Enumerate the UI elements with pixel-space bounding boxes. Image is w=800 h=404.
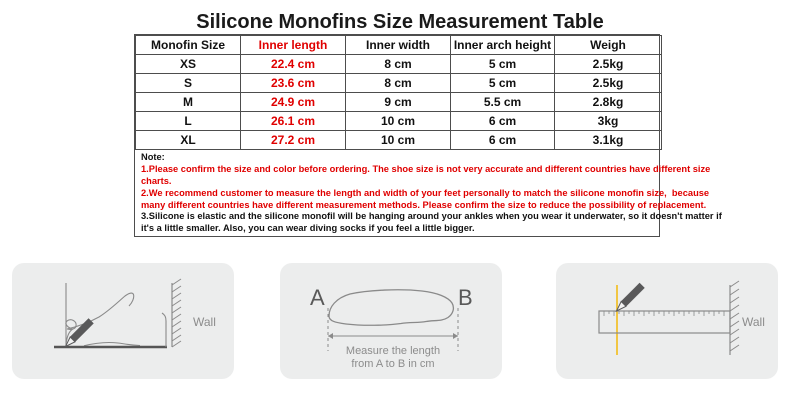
- svg-text:Wall: Wall: [193, 315, 216, 329]
- svg-text:A: A: [310, 285, 325, 310]
- svg-text:B: B: [458, 285, 473, 310]
- svg-text:Measure the length: Measure the length: [346, 345, 440, 357]
- svg-text:Wall: Wall: [742, 315, 765, 329]
- svg-text:from A to B in cm: from A to B in cm: [351, 358, 434, 370]
